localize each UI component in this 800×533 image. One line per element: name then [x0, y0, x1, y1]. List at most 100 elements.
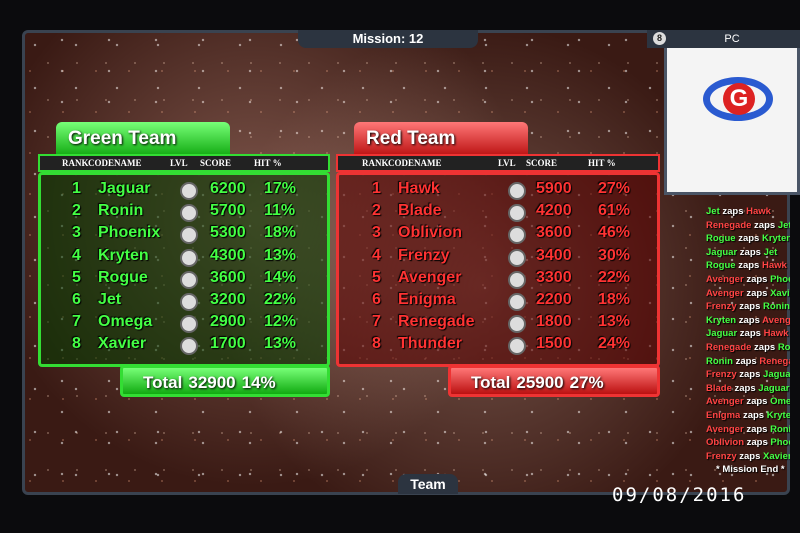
hit-percent: 11% — [264, 202, 296, 220]
level-icon — [180, 337, 198, 356]
target: Phoenix — [770, 437, 790, 449]
target: Jaguar — [758, 382, 790, 394]
player-panel: 8 PC G — [647, 30, 800, 195]
codename: Hawk — [398, 180, 440, 197]
log-entry: Jaguar zaps Jet — [706, 247, 777, 258]
shooter: Rogue — [706, 260, 736, 272]
score: 2900 — [210, 313, 246, 331]
score: 5900 — [536, 180, 572, 197]
level-icon — [508, 248, 526, 267]
level-icon — [508, 226, 526, 245]
verb: zaps — [746, 274, 768, 285]
hit-percent: 13% — [264, 335, 297, 353]
hit-percent: 18% — [598, 291, 631, 308]
verb: zaps — [742, 410, 765, 421]
log-entry: Oblivion zaps Phoenix — [706, 437, 790, 448]
score: 3300 — [536, 268, 572, 286]
column-header: RANK — [62, 158, 89, 168]
rank: 4 — [72, 246, 81, 264]
log-entry: Frenzy zaps Jaguar — [706, 369, 790, 380]
log-entry: Renegade zaps Jet — [706, 220, 790, 231]
score: 3400 — [536, 246, 572, 264]
verb: zaps — [746, 287, 768, 299]
target: Xavier — [770, 287, 790, 299]
target: Ronin — [770, 423, 790, 435]
verb: zaps — [746, 396, 768, 408]
target: Ronin — [763, 301, 790, 313]
rank: 6 — [72, 291, 81, 308]
rank: 1 — [72, 180, 81, 197]
player-bar — [647, 30, 800, 48]
score: 5700 — [210, 202, 246, 220]
total-hit: 14% — [241, 373, 276, 392]
event-log: Jet zaps Hawk Renegade zaps Jet Rogue za… — [702, 200, 790, 482]
level-icon — [180, 226, 198, 245]
shooter: Frenzy — [706, 450, 737, 462]
log-entry: Blade zaps Jaguar — [706, 383, 789, 394]
logo-ring — [703, 77, 773, 121]
hit-percent: 61% — [598, 202, 631, 220]
codename: Omega — [98, 313, 153, 331]
target: Avenger — [762, 314, 790, 326]
level-icon — [180, 293, 198, 311]
target: Kryten — [766, 410, 790, 421]
codename: Kryten — [98, 246, 149, 264]
verb: zaps — [754, 219, 776, 231]
hit-percent: 46% — [598, 224, 631, 242]
codename: Phoenix — [98, 224, 161, 242]
score: 1800 — [536, 313, 572, 331]
shooter: Frenzy — [706, 301, 737, 313]
column-header: RANK — [362, 158, 389, 168]
codename: Xavier — [98, 335, 147, 353]
codename: Avenger — [398, 268, 462, 286]
target: Kryten — [761, 233, 790, 245]
total-hit: 27% — [569, 373, 604, 392]
rank: 7 — [372, 313, 381, 331]
rank: 1 — [372, 180, 381, 197]
shooter: Frenzy — [706, 369, 737, 381]
player-badge: 8 — [653, 32, 666, 45]
level-icon — [180, 248, 198, 267]
hit-percent: 17% — [264, 180, 297, 197]
verb: zaps — [735, 355, 757, 367]
target: Hawk — [761, 260, 787, 272]
verb: zaps — [738, 260, 760, 272]
score: 5300 — [210, 224, 246, 242]
verb: zaps — [734, 382, 756, 394]
column-header-bar — [336, 154, 660, 172]
verb: zaps — [739, 328, 761, 340]
hit-percent: 30% — [598, 246, 631, 264]
hit-percent: 24% — [598, 335, 631, 353]
target: Renegade — [759, 355, 790, 367]
score: 1700 — [210, 335, 246, 353]
log-entry: Avenger zaps Ronin — [706, 424, 790, 435]
log-entry: Enigma zaps Kryten — [706, 410, 790, 421]
shooter: Kryten — [706, 314, 737, 326]
log-entry: Rogue zaps Hawk — [706, 260, 787, 271]
column-header: CODENAME — [88, 158, 142, 168]
codename: Renegade — [398, 313, 475, 331]
shooter: Renegade — [706, 219, 752, 231]
target: Omega — [770, 396, 790, 408]
codename: Jaguar — [98, 180, 151, 197]
level-icon — [180, 182, 198, 200]
column-header: SCORE — [526, 158, 558, 168]
verb: zaps — [739, 246, 761, 258]
column-header: SCORE — [200, 158, 232, 168]
column-header: HIT % — [588, 158, 616, 168]
level-icon — [508, 204, 526, 223]
hit-percent: 22% — [264, 291, 297, 308]
column-header: CODENAME — [388, 158, 442, 168]
level-icon — [180, 270, 198, 289]
column-header: LVL — [170, 158, 188, 168]
total-score: 25900 — [516, 373, 564, 392]
rank: 8 — [72, 335, 81, 353]
verb: zaps — [739, 450, 761, 462]
log-entry: Jet zaps Hawk — [706, 206, 771, 217]
score: 3600 — [536, 224, 572, 242]
verb: zaps — [746, 423, 768, 435]
shooter: Blade — [706, 382, 732, 394]
log-entry: Renegade zaps Rogue — [706, 342, 790, 353]
shooter: Ronin — [706, 355, 733, 367]
